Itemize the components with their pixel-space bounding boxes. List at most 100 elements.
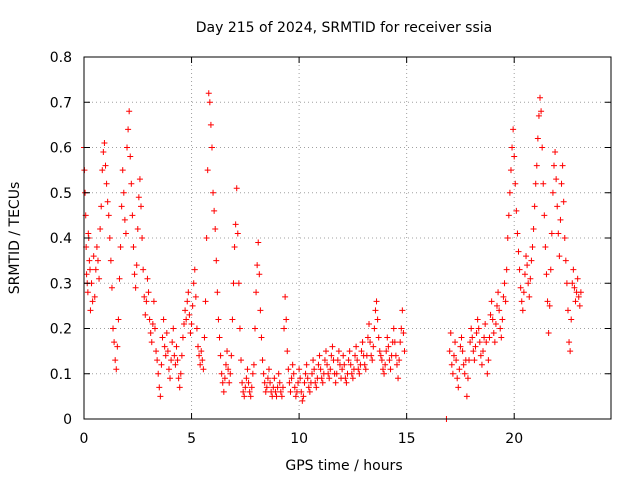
data-point <box>511 153 518 160</box>
data-point <box>354 357 361 364</box>
data-point <box>228 352 235 359</box>
x-tick-label: 0 <box>80 431 89 447</box>
data-point <box>242 384 249 391</box>
data-point <box>474 316 481 323</box>
data-point <box>348 370 355 377</box>
data-point <box>567 348 574 355</box>
data-point <box>142 311 149 318</box>
data-point <box>558 180 565 187</box>
data-point <box>257 307 264 314</box>
data-point <box>447 330 454 337</box>
data-point <box>387 366 394 373</box>
data-point <box>230 280 237 287</box>
data-point <box>107 257 114 264</box>
y-tick-label: 0.8 <box>50 50 72 66</box>
x-tick-label: 15 <box>398 431 416 447</box>
data-point <box>216 334 223 341</box>
data-point <box>124 144 131 151</box>
data-point <box>450 352 457 359</box>
data-point <box>234 230 241 237</box>
data-point <box>243 375 250 382</box>
data-point <box>283 316 290 323</box>
data-point <box>191 266 198 273</box>
data-point <box>460 361 467 368</box>
data-point <box>288 375 295 382</box>
data-point <box>203 235 210 241</box>
data-point <box>327 366 334 373</box>
data-point <box>568 316 575 323</box>
data-point <box>108 284 115 291</box>
data-point <box>385 343 392 350</box>
data-point <box>382 361 389 368</box>
data-point <box>274 384 281 391</box>
data-point <box>569 280 576 287</box>
data-point <box>491 339 498 346</box>
data-point <box>503 266 510 273</box>
data-point <box>541 212 548 219</box>
data-point <box>106 235 113 241</box>
data-point <box>367 339 374 346</box>
chart-title: Day 215 of 2024, SRMTID for receiver ssi… <box>196 20 492 36</box>
data-points <box>81 90 584 422</box>
data-point <box>378 357 385 364</box>
data-point <box>476 339 483 346</box>
data-point <box>214 289 221 296</box>
data-point <box>83 271 90 278</box>
data-point <box>527 275 534 282</box>
data-point <box>540 180 547 187</box>
data-point <box>570 266 577 273</box>
data-point <box>340 352 347 359</box>
data-point <box>482 320 489 327</box>
data-point <box>134 225 141 232</box>
data-point <box>542 244 549 251</box>
data-point <box>171 352 178 359</box>
data-point <box>193 325 200 332</box>
data-point <box>333 370 340 377</box>
data-point <box>459 348 466 355</box>
data-point <box>176 384 183 391</box>
data-point <box>381 370 388 377</box>
data-point <box>172 361 179 368</box>
data-point <box>487 311 494 318</box>
x-tick-labels: 0 5 10 15 20 <box>80 431 524 447</box>
data-point <box>222 361 229 368</box>
data-point <box>205 90 212 97</box>
data-point <box>120 189 127 196</box>
data-point <box>87 307 94 314</box>
data-point <box>531 203 538 210</box>
data-point <box>184 298 191 305</box>
data-point <box>130 244 137 251</box>
y-tick-label: 0.6 <box>50 141 72 157</box>
data-point <box>496 307 503 314</box>
axis-ticks <box>83 56 611 420</box>
data-point <box>138 203 145 210</box>
data-point <box>263 384 270 391</box>
data-point <box>520 289 527 296</box>
data-point <box>453 357 460 364</box>
data-point <box>131 271 138 278</box>
data-point <box>547 266 554 273</box>
data-point <box>384 334 391 341</box>
data-point <box>255 239 262 246</box>
data-point <box>356 370 363 377</box>
data-point <box>466 357 473 364</box>
data-point <box>519 307 526 314</box>
data-point <box>342 375 349 382</box>
data-point <box>490 330 497 337</box>
data-point <box>155 370 162 377</box>
data-point <box>366 320 373 327</box>
data-point <box>322 348 329 355</box>
data-point <box>534 135 541 142</box>
data-point <box>368 352 375 359</box>
data-point <box>143 298 150 305</box>
data-point <box>498 334 505 341</box>
data-point <box>361 361 368 368</box>
data-point <box>156 384 163 391</box>
data-point <box>313 384 320 391</box>
data-point <box>126 108 133 115</box>
data-point <box>89 298 96 305</box>
data-point <box>471 357 478 364</box>
data-point <box>248 384 255 391</box>
data-point <box>121 216 128 223</box>
data-point <box>224 348 231 355</box>
